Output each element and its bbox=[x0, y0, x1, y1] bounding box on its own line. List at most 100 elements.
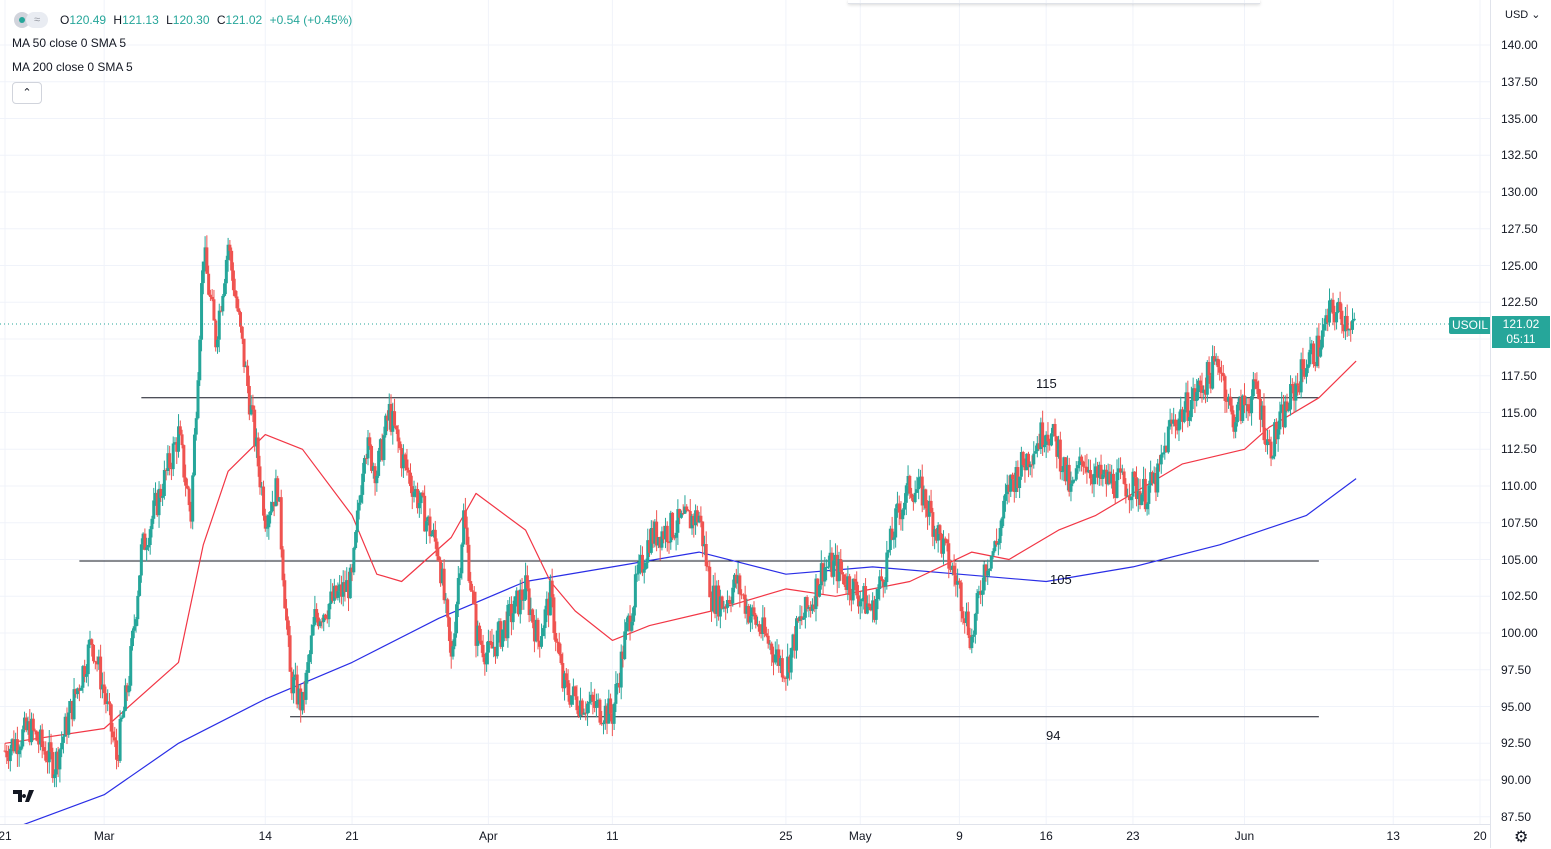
candle-up bbox=[244, 361, 248, 368]
candle-down bbox=[253, 405, 257, 452]
time-axis[interactable]: 21 Mar 14 21 Apr 11 25 May 9 16 23 Jun 13 20 bbox=[0, 824, 1490, 849]
candle-down bbox=[416, 482, 420, 514]
candle-up bbox=[485, 641, 489, 672]
candle-down bbox=[1041, 410, 1045, 456]
candle-up bbox=[570, 695, 574, 707]
candle-down bbox=[242, 338, 246, 373]
candle-down bbox=[490, 628, 494, 649]
candle-up bbox=[196, 372, 200, 420]
candle-down bbox=[963, 618, 967, 634]
wave-icon[interactable]: ≈ bbox=[26, 12, 48, 28]
price-tick: 127.50 bbox=[1501, 221, 1538, 236]
candle-down bbox=[442, 559, 446, 604]
price-tick: 105.00 bbox=[1501, 552, 1538, 567]
candle-down bbox=[479, 628, 483, 653]
candle-down bbox=[1340, 303, 1344, 334]
candle-up bbox=[903, 493, 907, 516]
time-tick: 21 bbox=[345, 829, 359, 843]
candle-up bbox=[975, 589, 979, 621]
price-tick: 112.50 bbox=[1501, 442, 1537, 457]
candle-down bbox=[159, 484, 163, 503]
candlestick-chart[interactable] bbox=[0, 0, 1490, 824]
candle-up bbox=[865, 595, 869, 615]
candle-down bbox=[56, 746, 60, 778]
candle-up bbox=[653, 519, 657, 548]
candle-down bbox=[407, 467, 411, 484]
candle-up bbox=[106, 689, 110, 712]
candle-up bbox=[1039, 417, 1043, 455]
candle-up bbox=[639, 545, 643, 575]
candle-down bbox=[527, 580, 531, 623]
candle-down bbox=[754, 613, 758, 629]
candle-down bbox=[281, 546, 285, 587]
candle-down bbox=[28, 709, 32, 746]
candle-up bbox=[497, 618, 501, 643]
candle-up bbox=[506, 600, 510, 648]
candle-down bbox=[343, 570, 347, 602]
currency-selector[interactable]: USD ⌄ bbox=[1505, 9, 1541, 21]
candle-down bbox=[552, 594, 556, 640]
candle-up bbox=[956, 568, 960, 598]
candle-down bbox=[816, 578, 820, 607]
candle-down bbox=[995, 528, 999, 547]
candle-up bbox=[633, 565, 637, 616]
price-axis[interactable]: USD ⌄ 140.00 137.50 135.00 132.50 130.00 127.… bbox=[1490, 0, 1551, 848]
candle-down bbox=[472, 586, 476, 605]
candle-down bbox=[1219, 360, 1223, 383]
candle-down bbox=[1133, 471, 1137, 487]
candle-up bbox=[1289, 375, 1293, 416]
candle-down bbox=[651, 520, 655, 548]
candle-up bbox=[895, 491, 899, 518]
candle-down bbox=[757, 620, 761, 637]
candle-down bbox=[1246, 398, 1250, 421]
candle-down bbox=[1242, 383, 1246, 414]
candle-down bbox=[1255, 372, 1259, 395]
candle-down bbox=[1081, 460, 1085, 475]
candle-up bbox=[1214, 353, 1218, 366]
candle-up bbox=[424, 517, 428, 544]
candle-up bbox=[694, 504, 698, 535]
candle-down bbox=[520, 577, 524, 610]
candle-up bbox=[862, 582, 866, 610]
candle-up bbox=[154, 482, 158, 506]
candle-down bbox=[290, 667, 294, 700]
candle-down bbox=[1083, 455, 1087, 474]
chart-plot-area[interactable]: ≈ O120.49 H121.13 L120.30 C121.02 +0.54 … bbox=[0, 0, 1490, 824]
tradingview-logo-icon[interactable] bbox=[13, 788, 43, 808]
collapse-legend-button[interactable]: ⌃ bbox=[12, 82, 42, 104]
candle-up bbox=[612, 702, 616, 731]
time-tick: 23 bbox=[1126, 829, 1140, 843]
candle-down bbox=[536, 617, 540, 650]
candle-up bbox=[1005, 474, 1009, 505]
candle-down bbox=[380, 433, 384, 462]
ma200-path bbox=[23, 478, 1357, 824]
candle-down bbox=[364, 453, 368, 465]
candle-down bbox=[561, 652, 565, 692]
candle-up bbox=[412, 480, 416, 503]
candle-up bbox=[419, 492, 423, 515]
ma200-legend[interactable]: MA 200 close 0 SMA 5 bbox=[12, 60, 133, 74]
candle-up bbox=[382, 426, 386, 466]
candle-down bbox=[1296, 372, 1300, 396]
candle-up bbox=[663, 517, 667, 549]
candle-up bbox=[596, 693, 600, 708]
candle-up bbox=[594, 693, 598, 718]
candle-down bbox=[945, 538, 949, 552]
candle-up bbox=[17, 744, 21, 767]
candle-up bbox=[14, 732, 18, 754]
candle-up bbox=[118, 710, 122, 763]
candle-up bbox=[736, 562, 740, 595]
candle-up bbox=[1244, 396, 1248, 419]
candle-down bbox=[24, 713, 28, 733]
candle-down bbox=[610, 704, 614, 737]
candle-down bbox=[1122, 468, 1126, 485]
gear-icon[interactable]: ⚙ bbox=[1514, 829, 1529, 846]
candle-up bbox=[972, 630, 976, 643]
candle-up bbox=[254, 428, 258, 458]
candle-up bbox=[19, 740, 23, 758]
ma50-legend[interactable]: MA 50 close 0 SMA 5 bbox=[12, 36, 127, 50]
candle-down bbox=[168, 445, 172, 476]
candle-down bbox=[347, 571, 351, 612]
candle-down bbox=[262, 480, 266, 521]
candle-down bbox=[782, 675, 786, 683]
